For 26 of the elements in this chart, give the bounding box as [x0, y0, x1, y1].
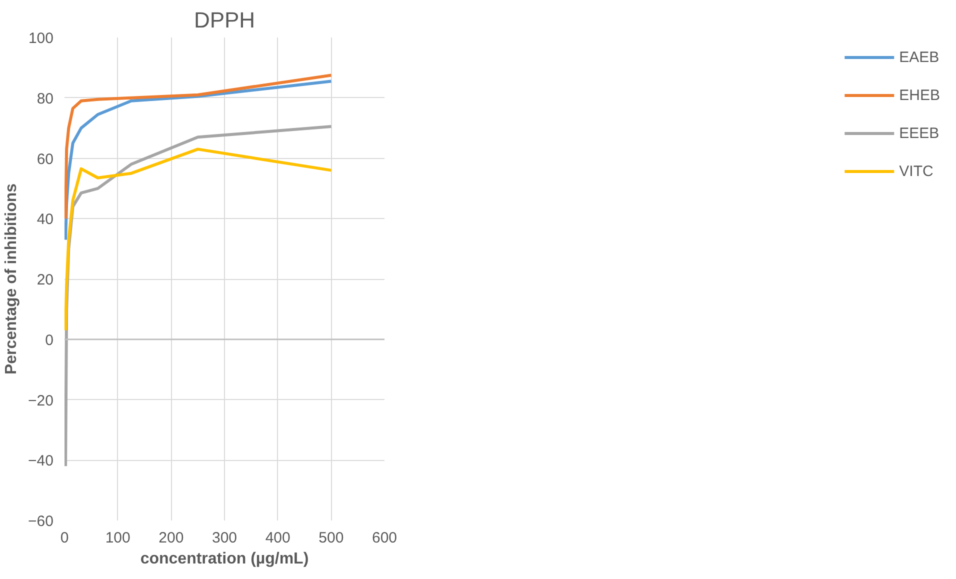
chart-title: DPPH [194, 8, 256, 32]
legend-label: VITC [899, 162, 934, 180]
line-series [64, 80, 333, 242]
y-tick-label: 0 [45, 332, 54, 349]
legend-label: EEEB [899, 124, 940, 142]
y-tick-label: −40 [28, 452, 54, 470]
y-tick-label: 60 [36, 150, 54, 168]
x-tick-label: 400 [265, 530, 290, 546]
legend-label: EAEB [899, 48, 940, 66]
y-tick-label: 100 [28, 30, 54, 47]
y-tick-label: −20 [28, 392, 54, 410]
x-tick-label: 600 [372, 530, 398, 546]
y-tick-label: 80 [36, 90, 54, 108]
legend-label: EHEB [899, 86, 940, 104]
x-tick-label: 100 [105, 530, 130, 546]
y-tick-label: 40 [36, 211, 54, 228]
line-series [64, 148, 333, 332]
x-axis-title: concentration (µg/mL) [140, 550, 309, 568]
x-tick-label: 0 [60, 530, 69, 546]
line-series [64, 74, 333, 220]
x-tick-label: 500 [318, 530, 344, 546]
x-tick-label: 300 [212, 530, 238, 546]
x-tick-label: 200 [158, 530, 184, 546]
y-tick-label: 20 [36, 272, 54, 288]
y-axis-title: Percentage of inhibitions [3, 183, 20, 375]
y-tick-label: −60 [28, 513, 54, 530]
